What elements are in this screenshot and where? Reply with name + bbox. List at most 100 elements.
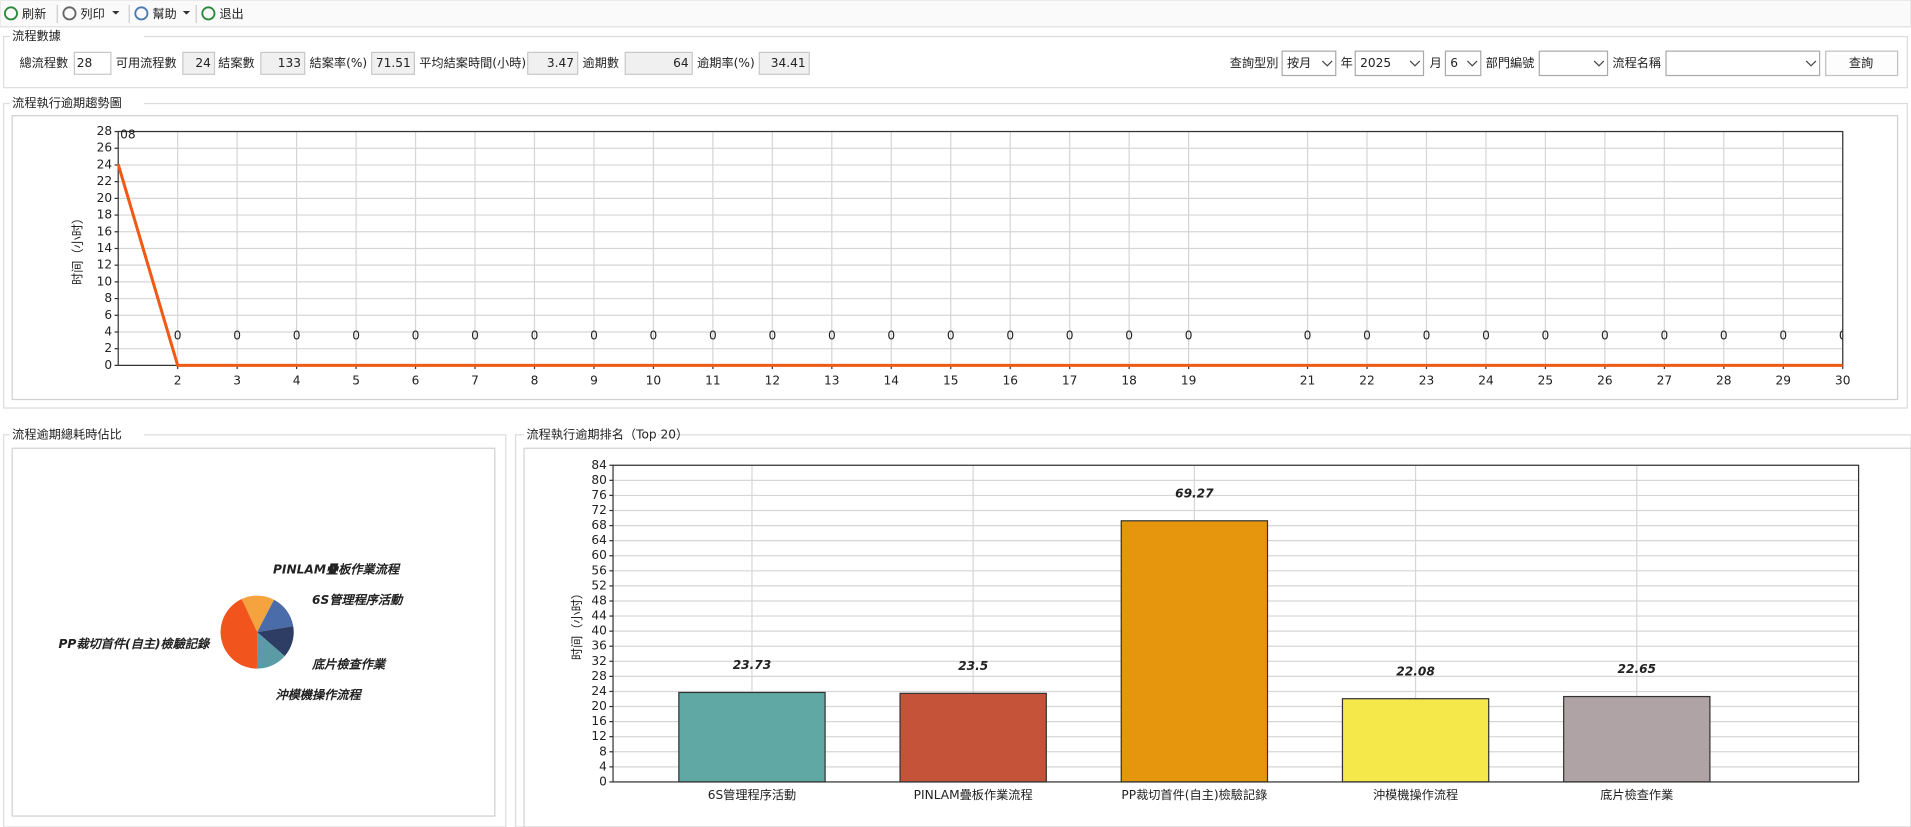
stat-value: 3.47 bbox=[547, 56, 574, 70]
data-label: 0 bbox=[293, 329, 301, 343]
data-label: 0 bbox=[1660, 329, 1668, 343]
data-label: 0 bbox=[828, 329, 836, 343]
y-tick-label: 40 bbox=[591, 624, 607, 638]
x-tick-label: 17 bbox=[1062, 374, 1078, 388]
stat-box bbox=[527, 51, 579, 75]
dropdown-arrow bbox=[182, 10, 191, 15]
x-tick-label: PINLAM疊板作業流程 bbox=[914, 787, 1033, 802]
select-value: 按月 bbox=[1287, 56, 1311, 70]
bar bbox=[678, 691, 826, 783]
group-title-bg bbox=[524, 427, 659, 443]
y-tick-label: 12 bbox=[591, 729, 607, 743]
select-arrow bbox=[1409, 60, 1421, 67]
group-title: 流程執行逾期排名（Top 20） bbox=[527, 426, 689, 441]
data-label: 69.27 bbox=[1175, 487, 1214, 501]
y-tick-label: 56 bbox=[591, 563, 607, 577]
y-tick-label: 0 bbox=[104, 358, 112, 372]
y-tick-label: 20 bbox=[591, 699, 607, 713]
query-button[interactable] bbox=[1825, 50, 1899, 77]
data-label: 0 bbox=[650, 329, 658, 343]
y-tick-label: 4 bbox=[104, 324, 112, 338]
select-arrow bbox=[1466, 60, 1478, 67]
x-tick-label: 12 bbox=[765, 374, 781, 388]
y-tick-label: 28 bbox=[97, 124, 113, 138]
group-title-bg bbox=[9, 427, 144, 443]
toolbar-button[interactable]: 幫助 bbox=[152, 6, 176, 21]
toolbar-button[interactable]: 刷新 bbox=[22, 6, 46, 21]
y-tick-label: 22 bbox=[97, 174, 113, 188]
query-button-text[interactable]: 查詢 bbox=[1849, 55, 1873, 70]
toolbar-button[interactable]: 列印 bbox=[80, 7, 104, 21]
y-tick-label: 32 bbox=[591, 654, 607, 668]
x-tick-label: PP裁切首件(自主)檢驗記錄 bbox=[1121, 787, 1267, 802]
data-label: 0 bbox=[471, 329, 479, 343]
select-arrow bbox=[1593, 60, 1605, 67]
pie-label: PINLAM疊板作業流程 bbox=[273, 563, 401, 577]
y-tick-label: 12 bbox=[97, 258, 113, 272]
line bbox=[116, 163, 1843, 367]
data-label: 0 bbox=[1482, 329, 1490, 343]
y-tick-label: 60 bbox=[591, 548, 607, 562]
query-label: 查詢型別 bbox=[1230, 55, 1279, 70]
x-tick-label: 2 bbox=[174, 374, 182, 388]
select-value: 6 bbox=[1450, 56, 1458, 70]
x-tick-label: 19 bbox=[1181, 374, 1197, 388]
data-label: 0 bbox=[768, 329, 776, 343]
toolbar bbox=[0, 0, 1911, 28]
y-tick-label: 16 bbox=[591, 714, 607, 728]
dropdown-arrow bbox=[112, 10, 120, 15]
x-tick-label: 16 bbox=[1002, 374, 1018, 388]
y-tick-label: 10 bbox=[97, 274, 113, 288]
select-arrow bbox=[1805, 60, 1817, 67]
data-label: 0 bbox=[590, 329, 598, 343]
stat-box bbox=[371, 51, 415, 75]
x-tick-label: 21 bbox=[1300, 374, 1316, 388]
select[interactable] bbox=[1665, 50, 1821, 77]
group-box bbox=[3, 35, 1908, 89]
select[interactable] bbox=[1281, 50, 1337, 77]
data-label: 0 bbox=[1185, 329, 1193, 343]
x-tick-label: 14 bbox=[884, 374, 900, 388]
y-axis-label: 时间（小时） bbox=[70, 212, 84, 285]
group-box bbox=[3, 102, 1908, 409]
stat-box bbox=[73, 51, 112, 75]
data-label: 0 bbox=[412, 329, 420, 343]
x-tick-label: 11 bbox=[705, 374, 721, 388]
query-label: 年 bbox=[1341, 56, 1353, 70]
toolbar-icon bbox=[3, 6, 18, 21]
y-tick-label: 64 bbox=[591, 533, 607, 547]
x-tick-label: 底片檢查作業 bbox=[1600, 787, 1673, 802]
y-tick-label: 8 bbox=[104, 291, 112, 305]
stat-value: 71.51 bbox=[376, 56, 411, 70]
stat-box bbox=[260, 51, 306, 75]
y-tick-label: 76 bbox=[591, 488, 607, 502]
data-label: 0 bbox=[1542, 329, 1550, 343]
group-title-bg bbox=[9, 96, 144, 111]
toolbar-button[interactable]: 退出 bbox=[219, 7, 243, 21]
pie-label: 沖模機操作流程 bbox=[275, 688, 362, 702]
data-label: 0 bbox=[1006, 329, 1014, 343]
bar bbox=[1341, 698, 1490, 783]
pie-slice bbox=[257, 626, 294, 657]
x-tick-label: 7 bbox=[471, 374, 479, 388]
pie-slice bbox=[220, 599, 258, 669]
x-tick-label: 24 bbox=[1478, 374, 1494, 388]
stat-value: 28 bbox=[77, 56, 93, 70]
bar bbox=[1120, 520, 1269, 783]
x-tick-label: 9 bbox=[590, 374, 598, 388]
stat-label: 逾期數 bbox=[583, 55, 620, 70]
stat-value: 34.41 bbox=[771, 56, 806, 70]
x-tick-label: 29 bbox=[1776, 374, 1792, 388]
x-tick-label: 15 bbox=[943, 374, 959, 388]
stat-label: 平均結案時間(小時) bbox=[419, 55, 526, 70]
x-tick-label: 27 bbox=[1657, 374, 1673, 388]
y-tick-label: 26 bbox=[97, 141, 113, 155]
y-tick-label: 44 bbox=[591, 609, 607, 623]
y-tick-label: 84 bbox=[591, 458, 607, 472]
stat-value: 133 bbox=[278, 56, 301, 70]
x-tick-label: 10 bbox=[646, 374, 662, 388]
data-label: 0 bbox=[709, 329, 717, 343]
stat-label: 總流程數 bbox=[20, 55, 69, 70]
bar bbox=[1563, 695, 1711, 783]
data-label: 0 bbox=[887, 329, 895, 343]
